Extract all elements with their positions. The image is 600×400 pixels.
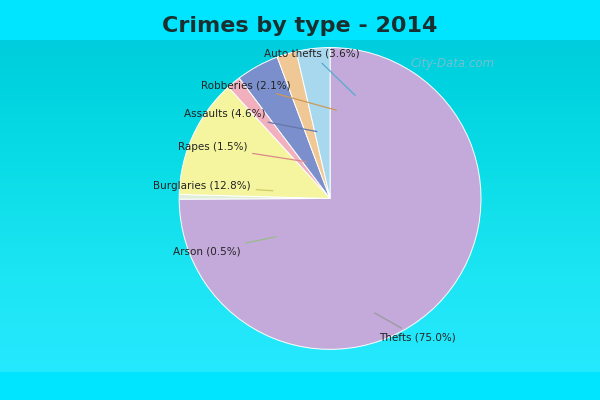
- Text: Robberies (2.1%): Robberies (2.1%): [201, 80, 337, 110]
- Text: Burglaries (12.8%): Burglaries (12.8%): [153, 181, 273, 191]
- Wedge shape: [277, 51, 330, 198]
- Wedge shape: [239, 57, 330, 198]
- Wedge shape: [296, 48, 330, 198]
- Text: City-Data.com: City-Data.com: [410, 57, 494, 70]
- Text: Rapes (1.5%): Rapes (1.5%): [178, 142, 306, 162]
- Wedge shape: [179, 194, 330, 199]
- Text: Auto thefts (3.6%): Auto thefts (3.6%): [264, 48, 360, 96]
- Text: Assaults (4.6%): Assaults (4.6%): [184, 109, 317, 132]
- Text: Arson (0.5%): Arson (0.5%): [173, 237, 276, 256]
- Wedge shape: [179, 48, 481, 349]
- Wedge shape: [228, 78, 330, 198]
- Wedge shape: [179, 87, 330, 198]
- Text: Thefts (75.0%): Thefts (75.0%): [375, 313, 456, 342]
- Text: Crimes by type - 2014: Crimes by type - 2014: [163, 16, 437, 36]
